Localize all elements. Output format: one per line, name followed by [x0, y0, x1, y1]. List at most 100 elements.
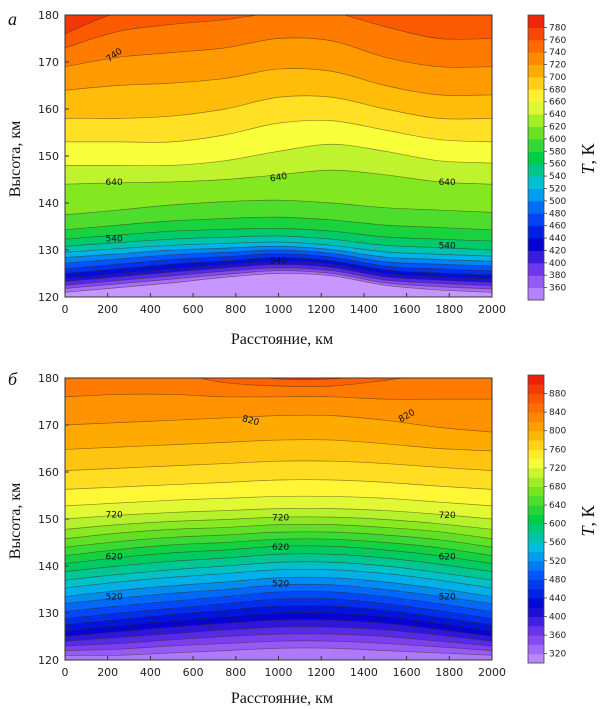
- panel-b-isoline-800: [65, 439, 492, 452]
- panel-b-isoline-520: [65, 583, 492, 604]
- panel-a-colorbar-title-unit: , К: [578, 143, 598, 165]
- panel-a-colorbar-tick-label: 480: [549, 209, 566, 219]
- panel-b-colorbar-swatch: [528, 467, 544, 478]
- panel-b-contour-label: 820: [241, 414, 260, 428]
- panel-b-contour-label: 720: [272, 514, 289, 524]
- panel-a-x-tick-label: 1600: [393, 303, 421, 316]
- panel-b-isoline-500: [65, 590, 492, 612]
- panel-b-band-840: [65, 378, 492, 400]
- panel-b-colorbar-swatch: [528, 495, 544, 506]
- panel-b-colorbar-swatch: [528, 523, 544, 534]
- panel-a-x-tick-label: 1000: [265, 303, 293, 316]
- panel-a-isoline-460: [65, 257, 492, 276]
- panel-b-colorbar-tick-label: 680: [549, 482, 566, 492]
- panel-b-y-tick-label: 130: [38, 607, 59, 620]
- panel-a-colorbar-tick-label: 740: [549, 48, 566, 58]
- panel-a-colorbar-title: T, К: [578, 143, 598, 175]
- panel-a-isoline-680: [65, 119, 492, 143]
- panel-a-colorbar-frame: [527, 14, 545, 301]
- panel-a-colorbar-swatch: [528, 39, 544, 53]
- panel-a-isoline-600: [65, 216, 492, 231]
- panel-a-band-740: [65, 15, 492, 68]
- panel-a-isoline-660: [65, 143, 492, 167]
- panel-b-contour-label: 620: [106, 553, 123, 563]
- panel-b-colorbar-tick-label: 480: [549, 575, 566, 585]
- panel-a-colorbar-tick-label: 620: [549, 123, 566, 133]
- panel-b-colorbar-tick-label: 720: [549, 464, 566, 474]
- panel-b-contour-label: 720: [439, 511, 456, 521]
- panel-a-isoline-400: [65, 267, 492, 287]
- panel-a-colorbar-swatch: [528, 213, 544, 227]
- panel-b-isoline-620: [65, 545, 492, 564]
- panel-a-isoline-420: [65, 264, 492, 283]
- panel-b-colorbar-swatch: [528, 430, 544, 441]
- panel-b-x-tick-label: 600: [183, 666, 204, 679]
- panel-b-colorbar-swatch: [528, 514, 544, 525]
- panel-a-colorbar-tick-label: 680: [549, 85, 566, 95]
- panel-a-colorbar-swatch: [528, 225, 544, 239]
- panel-b-y-tick-label: 150: [38, 513, 59, 526]
- panel-b-colorbar-title-symbol: T: [578, 525, 598, 537]
- panel-b-colorbar: 320 360 400 440 480 520 560 600 640 680 720 760 800 8…: [527, 374, 566, 664]
- panel-a-x-axis-label: Расстояние, км: [231, 331, 333, 348]
- panel-b-y-tick-label: 180: [38, 372, 59, 385]
- panel-b-x-tick-label: 0: [62, 666, 69, 679]
- panel-b-colorbar-swatch: [528, 486, 544, 497]
- panel-b-contour-label: 620: [272, 543, 289, 553]
- panel-a-y-axis-label: Высота, км: [7, 121, 24, 198]
- panel-a-colorbar-tick-label: 660: [549, 98, 566, 108]
- panel-b-y-tick-label: 140: [38, 560, 59, 573]
- panel-b-isoline-700: [65, 516, 492, 530]
- panel-a-colorbar-tick-label: 460: [549, 222, 566, 232]
- panel-a-isoline-560: [65, 235, 492, 251]
- panel-b-colorbar-tick-label: 880: [549, 390, 566, 400]
- panel-a-isoline-740: [65, 37, 492, 68]
- panel-b-x-tick-label: 200: [97, 666, 118, 679]
- panel-a-colorbar-tick-label: 420: [549, 246, 566, 256]
- panel-b-colorbar-swatch: [528, 635, 544, 645]
- panel-a: а Высота, км Расстояние, км T, К 740 640 6…: [7, 9, 598, 348]
- panel-a-colorbar-tick-label: 520: [549, 184, 566, 194]
- panel-a-y-tick-label: 120: [38, 291, 59, 304]
- panel-b-colorbar-title-unit: , К: [578, 505, 598, 527]
- panel-b-colorbar-swatch: [528, 402, 544, 413]
- panel-a-colorbar-swatch: [528, 138, 544, 152]
- panel-a-band-760: [65, 15, 492, 48]
- panel-b-isoline-560: [65, 568, 492, 589]
- panel-a-y-tick-label: 170: [38, 56, 59, 69]
- panel-a-colorbar-tick-label: 580: [549, 147, 566, 157]
- panel-b-colorbar-tick-label: 800: [549, 427, 566, 437]
- panel-b-y-tick-label: 160: [38, 466, 59, 479]
- panel-a-isoline-760: [65, 15, 492, 49]
- panel-b-colorbar-swatch: [528, 644, 544, 655]
- panel-b-colorbar-swatch: [528, 616, 544, 627]
- panel-a-colorbar-swatch: [528, 52, 544, 66]
- panel-a-contour-label: 540: [439, 241, 456, 251]
- panel-b-colorbar-title: T, К: [578, 505, 598, 537]
- panel-b-isoline-840: [65, 393, 492, 400]
- panel-b-colorbar-swatch: [528, 542, 544, 553]
- panel-b-isoline-780: [65, 460, 492, 471]
- panel-b-colorbar-swatch: [528, 579, 544, 590]
- panel-b-x-tick-label: 1200: [307, 666, 335, 679]
- panel-a-x-tick-label: 2000: [478, 303, 506, 316]
- panel-b-y-tick-label: 120: [38, 654, 59, 667]
- panel-b-isoline-860: [197, 378, 405, 387]
- panel-a-colorbar-tick-label: 720: [549, 61, 566, 71]
- panel-b-colorbar-tick-label: 600: [549, 520, 566, 530]
- panel-b-colorbar-tick-label: 360: [549, 631, 566, 641]
- panel-a-colorbar-swatch: [528, 176, 544, 189]
- panel-b-colorbar-swatch: [528, 477, 544, 487]
- panel-a-x-tick-label: 1800: [435, 303, 463, 316]
- panel-a-y-tick-label: 150: [38, 150, 59, 163]
- panel-b-isoline-480: [65, 597, 492, 619]
- panel-a-colorbar-tick-label: 540: [549, 172, 566, 182]
- panel-b-x-tick-label: 1800: [435, 666, 463, 679]
- panel-a-isoline-640: [65, 169, 492, 185]
- panel-a-colorbar-swatch: [528, 101, 544, 115]
- panel-b-colorbar-tick-label: 760: [549, 445, 566, 455]
- panel-b-isoline-740: [65, 495, 492, 507]
- panel-a-colorbar-tick-label: 380: [549, 271, 566, 281]
- panel-a-colorbar-swatch: [528, 287, 544, 301]
